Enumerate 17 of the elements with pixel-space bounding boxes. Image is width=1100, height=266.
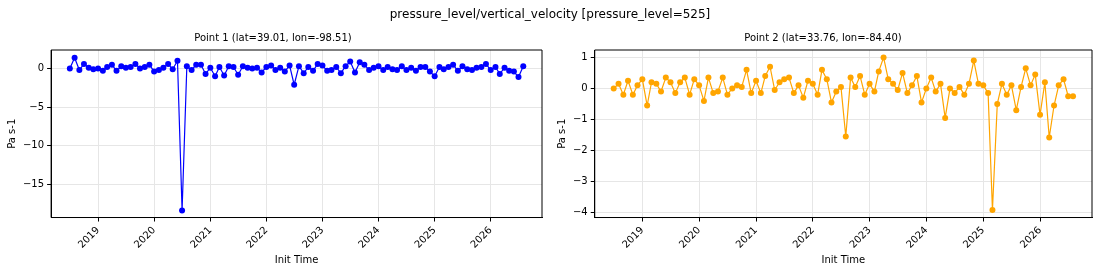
y-axis-title: Pa s-1 (555, 118, 567, 149)
y-tick-label: −4 (572, 206, 588, 218)
y-tick-label: 0 (37, 62, 45, 74)
chart-title: Point 2 (lat=33.76, lon=-84.40) (744, 31, 902, 43)
chart-title: Point 1 (lat=39.01, lon=-98.51) (194, 31, 352, 43)
y-tick-label: −15 (22, 177, 45, 189)
y-tick-label: 1 (581, 51, 588, 63)
y-tick-label: 0 (581, 82, 588, 94)
x-axis-title: Init Time (821, 253, 866, 265)
y-tick-label: −10 (22, 139, 45, 151)
x-axis-title: Init Time (274, 253, 319, 265)
y-axis-title: Pa s-1 (5, 118, 17, 149)
y-tick-label: −3 (572, 175, 588, 187)
y-tick-label: −1 (572, 113, 588, 125)
y-tick-label: −5 (29, 100, 45, 112)
text: pressure_level/vertical_velocity [pressure_level=525] (388, 6, 712, 23)
y-tick-label: −2 (572, 144, 588, 156)
